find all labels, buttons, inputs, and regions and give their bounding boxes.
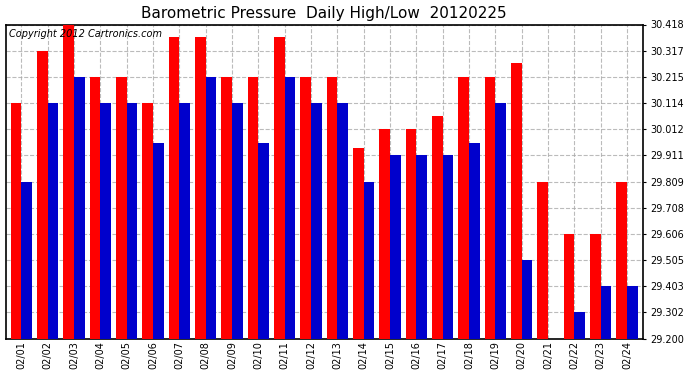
- Bar: [37, 51, 48, 339]
- Bar: [195, 37, 206, 339]
- Bar: [285, 77, 295, 339]
- Bar: [143, 103, 153, 339]
- Bar: [232, 103, 243, 339]
- Bar: [169, 37, 179, 339]
- Bar: [538, 182, 548, 339]
- Bar: [601, 286, 611, 339]
- Bar: [311, 103, 322, 339]
- Bar: [48, 103, 58, 339]
- Bar: [564, 234, 574, 339]
- Bar: [300, 77, 311, 339]
- Bar: [353, 148, 364, 339]
- Bar: [627, 286, 638, 339]
- Bar: [258, 142, 269, 339]
- Bar: [221, 77, 232, 339]
- Bar: [74, 77, 85, 339]
- Bar: [522, 260, 532, 339]
- Bar: [432, 116, 443, 339]
- Bar: [380, 129, 390, 339]
- Bar: [511, 63, 522, 339]
- Bar: [590, 234, 601, 339]
- Bar: [458, 77, 469, 339]
- Bar: [616, 182, 627, 339]
- Bar: [337, 103, 348, 339]
- Bar: [248, 77, 258, 339]
- Bar: [90, 77, 100, 339]
- Bar: [416, 155, 427, 339]
- Bar: [179, 103, 190, 339]
- Bar: [11, 103, 21, 339]
- Bar: [153, 142, 164, 339]
- Bar: [390, 155, 401, 339]
- Bar: [406, 129, 416, 339]
- Bar: [21, 182, 32, 339]
- Text: Copyright 2012 Cartronics.com: Copyright 2012 Cartronics.com: [9, 29, 161, 39]
- Bar: [485, 77, 495, 339]
- Bar: [63, 24, 74, 339]
- Title: Barometric Pressure  Daily High/Low  20120225: Barometric Pressure Daily High/Low 20120…: [141, 6, 507, 21]
- Bar: [100, 103, 111, 339]
- Bar: [364, 182, 374, 339]
- Bar: [495, 103, 506, 339]
- Bar: [116, 77, 127, 339]
- Bar: [127, 103, 137, 339]
- Bar: [327, 77, 337, 339]
- Bar: [443, 155, 453, 339]
- Bar: [274, 37, 285, 339]
- Bar: [206, 77, 216, 339]
- Bar: [574, 312, 585, 339]
- Bar: [469, 142, 480, 339]
